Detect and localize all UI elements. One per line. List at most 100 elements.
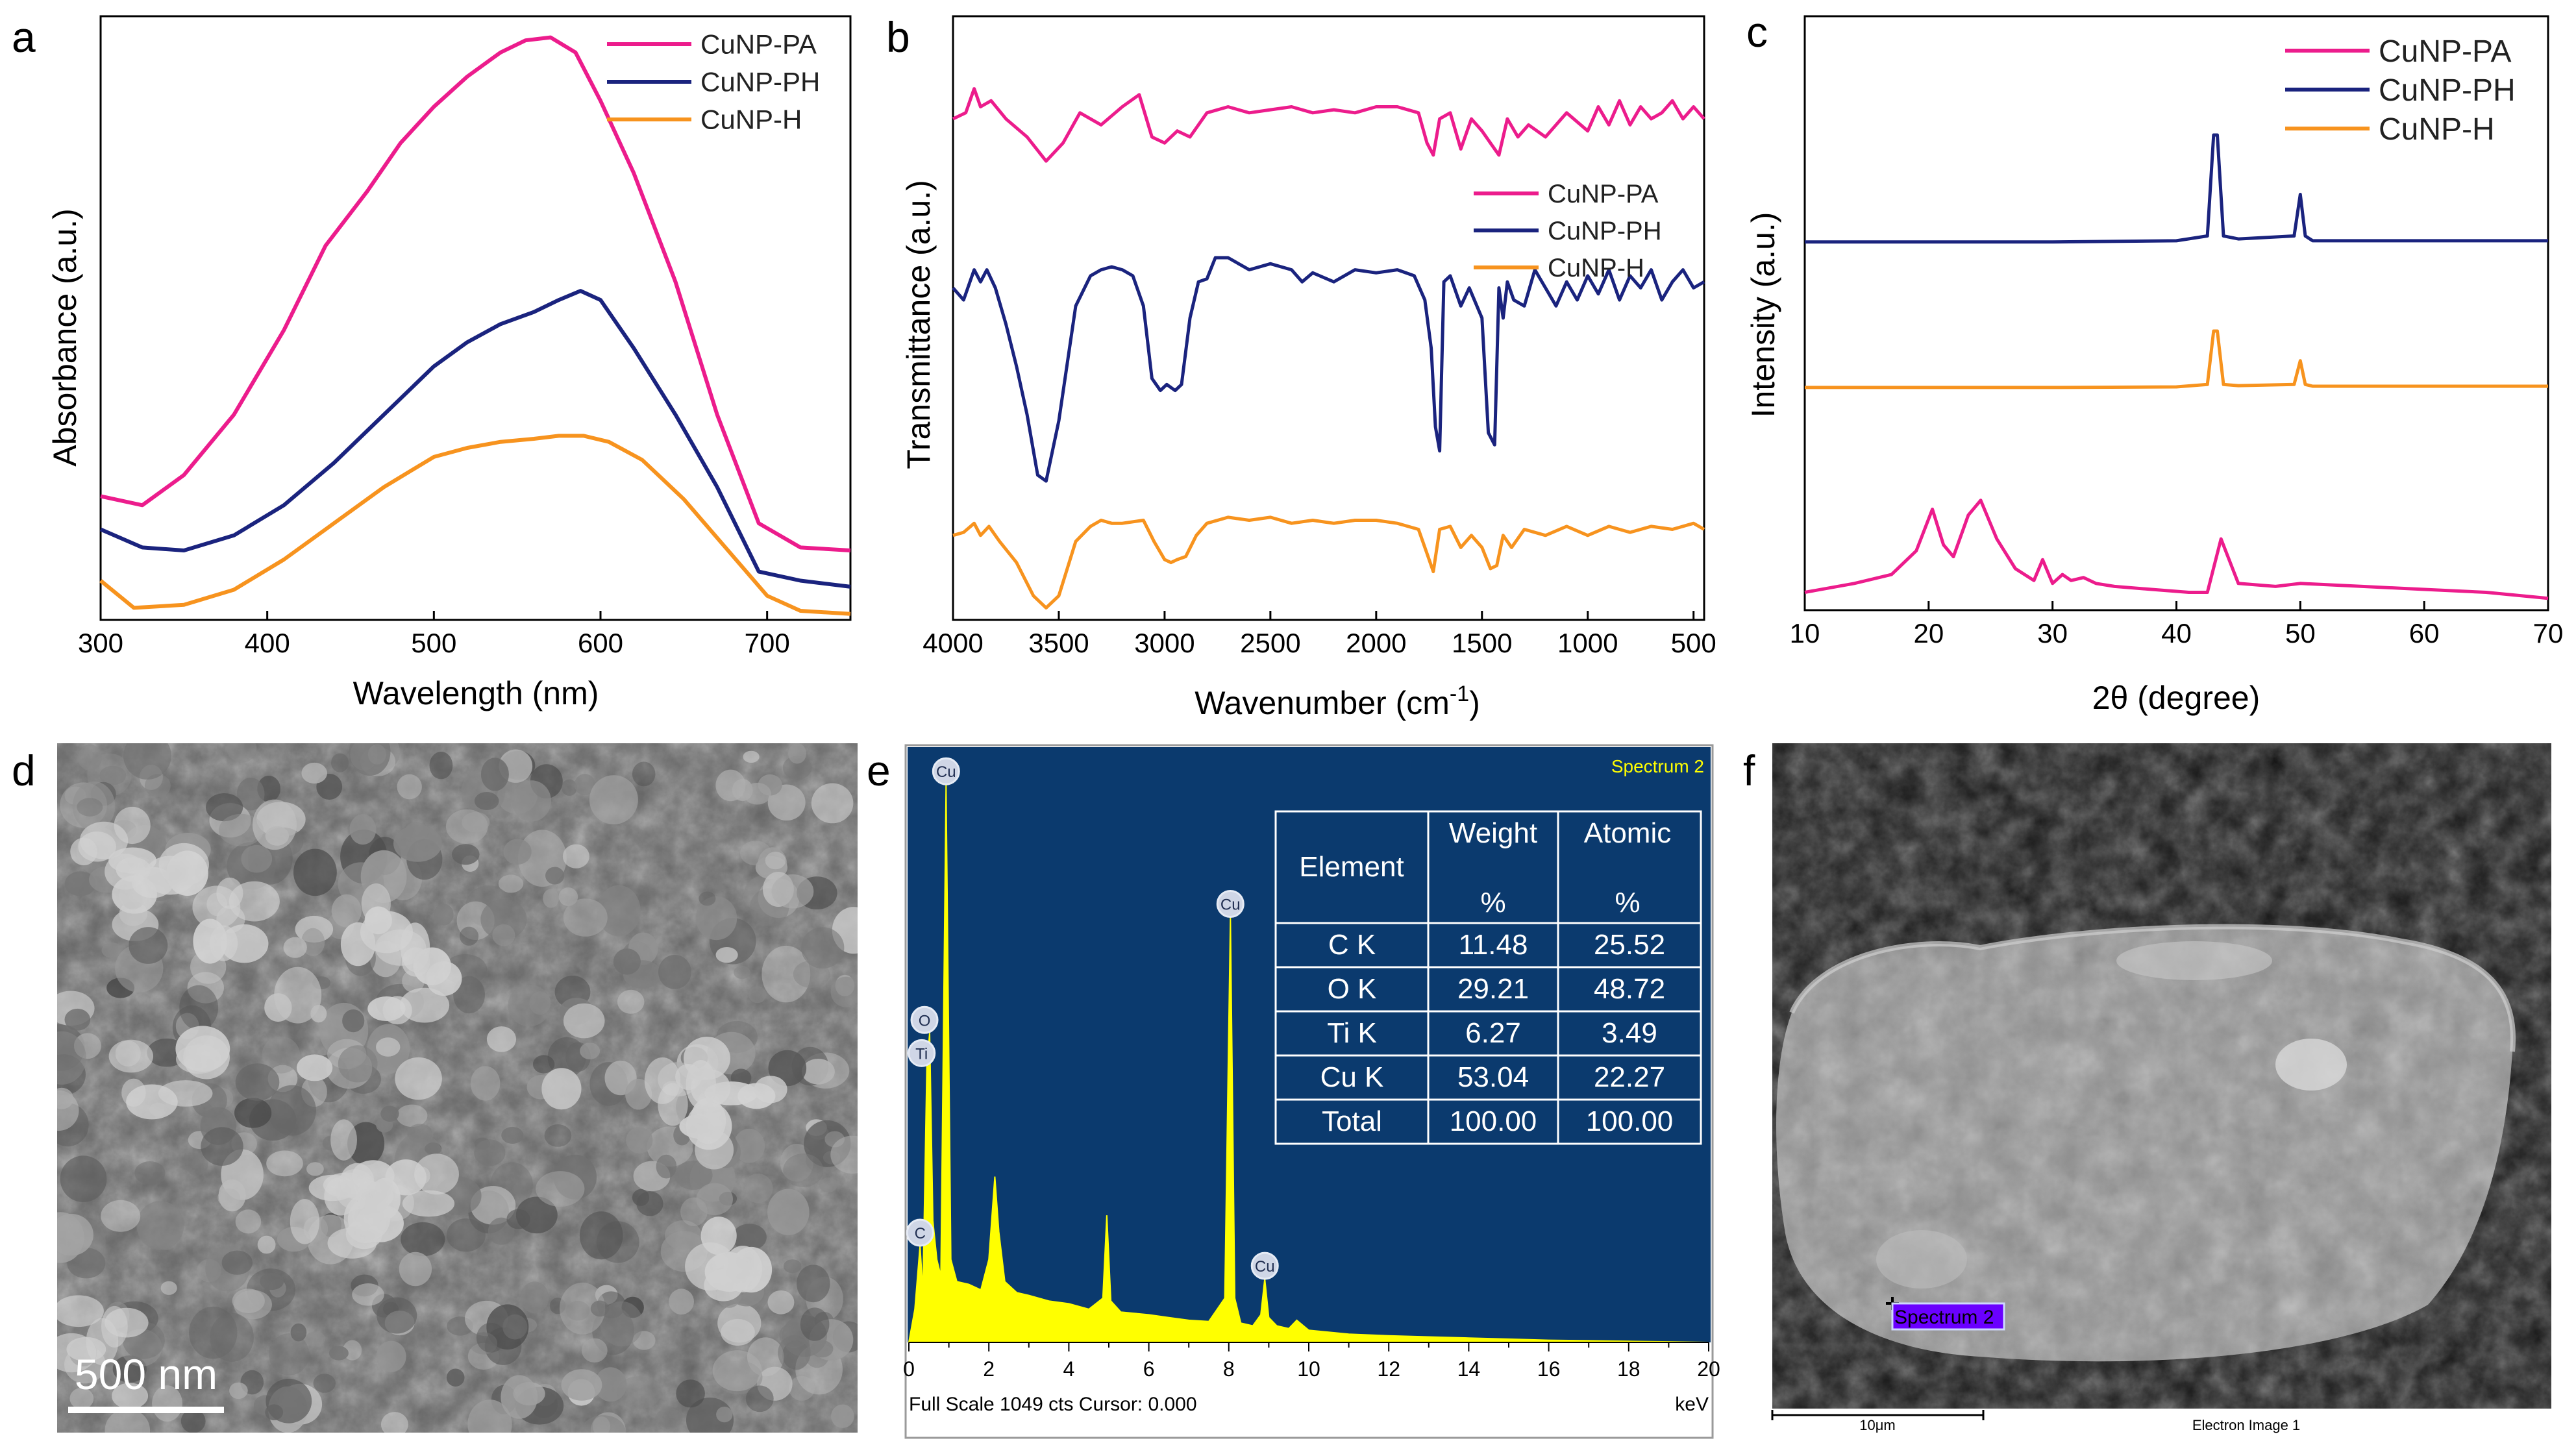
eds-x-tick-label: 8: [1223, 1357, 1235, 1381]
table-cell: Ti K: [1327, 1017, 1377, 1049]
panel-d-label: d: [12, 746, 36, 795]
sem-particle: [201, 1127, 243, 1166]
panel-c-plot-area: 10 20 30 40 50 60 70 CuNP-PA CuNP-PH CuNP-H: [1790, 15, 2563, 648]
sem-particle: [72, 781, 116, 831]
sem-particle: [399, 1252, 432, 1287]
sem-particle: [594, 1367, 627, 1402]
series-cunp-ph: [1805, 133, 2548, 244]
sem-bright-particle: [114, 806, 151, 845]
sem-particle: [232, 1289, 265, 1313]
sem-particle: [658, 955, 691, 989]
sem-particle: [459, 926, 479, 946]
table-cell: Cu K: [1320, 1061, 1384, 1093]
sem-particle: [283, 937, 307, 958]
x-tick-label: 20: [1913, 618, 1944, 648]
sem-particle: [767, 1189, 810, 1235]
eds-x-tick-label: 10: [1297, 1357, 1320, 1381]
sem-particle: [310, 1005, 327, 1023]
eds-peak-marker-c: [906, 1218, 934, 1247]
sem-particle: [559, 1282, 606, 1335]
sem-particle: [264, 993, 292, 1022]
table-header-weight: Weight: [1449, 817, 1537, 849]
table-cell: 22.27: [1594, 1061, 1665, 1093]
sem-particle: [532, 1055, 555, 1074]
sem-particle: [241, 845, 273, 873]
sem-bright-particle: [290, 1199, 320, 1244]
eds-peak-marker-cu: [1250, 1252, 1279, 1280]
sem-particle: [545, 867, 565, 885]
eds-peak-label-cu: Cu: [1220, 896, 1241, 914]
panel-f-sem-image: f Spectrum 2 10μm Electron Image 1: [1743, 743, 2551, 1443]
sem-particle: [57, 1103, 89, 1147]
sem-particle: [581, 1338, 608, 1363]
sem-particle: [695, 896, 737, 941]
sem-particle: [349, 814, 377, 845]
sem-particle: [349, 743, 391, 776]
sem-particle: [553, 1154, 597, 1200]
sem-particle: [561, 779, 578, 796]
legend-label-cunp-ph: CuNP-PH: [700, 67, 820, 97]
sem-particle: [210, 1313, 254, 1362]
table-header-element: Element: [1299, 851, 1404, 883]
sem-particle: [160, 1281, 177, 1295]
sem-particle: [810, 1340, 834, 1358]
sem-particle: [376, 1340, 406, 1372]
sem-particle: [206, 793, 243, 822]
panel-f-label: f: [1743, 746, 1755, 795]
sem-bright-particle: [57, 1333, 97, 1373]
panel-b-chart: b Transmittance (a.u.) Wavenumber (cm-1)…: [886, 13, 1716, 721]
panel-d-sem-image: d 500 nm: [12, 743, 858, 1433]
sem-particle: [800, 1307, 830, 1341]
panel-b-plot-area: 4000 3500 3000 2500 2000 1500 1000 500 CuNP-PA Cu…: [923, 15, 1716, 658]
eds-x-tick-label: 6: [1143, 1357, 1155, 1381]
sem-particle: [407, 1124, 432, 1143]
table-cell: 48.72: [1594, 973, 1665, 1005]
eds-peak-marker-cu: [932, 757, 960, 785]
panel-a-frame: [99, 15, 852, 621]
sem-particle: [69, 1387, 94, 1409]
sem-particle: [824, 1131, 845, 1148]
sem-particle: [743, 1174, 773, 1203]
sem-particle: [134, 1161, 166, 1185]
legend-label-cunp-h: CuNP-H: [700, 105, 802, 135]
sem-particle: [301, 928, 325, 956]
table-cell: 3.49: [1602, 1017, 1657, 1049]
sem-particle: [227, 743, 257, 763]
sem-particle: [788, 743, 806, 764]
sem-particle: [783, 1259, 802, 1274]
sem-particle: [262, 1036, 301, 1074]
sem-particle: [544, 1124, 572, 1147]
eds-unit-label: keV: [1675, 1394, 1709, 1415]
x-tick-label: 300: [78, 628, 123, 658]
sem-particle: [57, 1214, 93, 1256]
series-cunp-h: [99, 434, 851, 616]
eds-x-tick-label: 16: [1537, 1357, 1561, 1381]
sem-particle: [123, 743, 171, 780]
legend-label-cunp-h: CuNP-H: [1548, 254, 1644, 282]
x-tick-label: 3500: [1028, 628, 1089, 658]
sem-particle: [780, 1144, 813, 1182]
table-header-atomic: Atomic: [1584, 817, 1671, 849]
sem-particle: [712, 1350, 762, 1392]
spectrum-marker[interactable]: Spectrum 2: [1886, 1297, 2005, 1331]
sem-particle: [99, 765, 127, 785]
series-cunp-ph: [99, 289, 851, 589]
sem-particle: [345, 1065, 381, 1094]
panel-f-caption: Electron Image 1: [2192, 1417, 2300, 1433]
sem-particle: [396, 1104, 428, 1128]
sem-particle: [367, 744, 386, 765]
sem-particle: [265, 1404, 284, 1420]
sem-particle: [474, 1139, 506, 1166]
panel-b-frame: [952, 15, 1705, 621]
sem-particle: [536, 1171, 585, 1207]
sem-particle: [269, 1333, 310, 1375]
sem-particle: [715, 769, 746, 802]
sem-particle: [257, 1235, 276, 1254]
sem-particle: [480, 899, 527, 940]
sem-particle: [597, 885, 641, 937]
sem-bright-particle: [105, 1307, 149, 1338]
sem-particle: [767, 1290, 795, 1314]
sem-particle: [501, 1375, 538, 1419]
table-cell: 29.21: [1457, 973, 1529, 1005]
